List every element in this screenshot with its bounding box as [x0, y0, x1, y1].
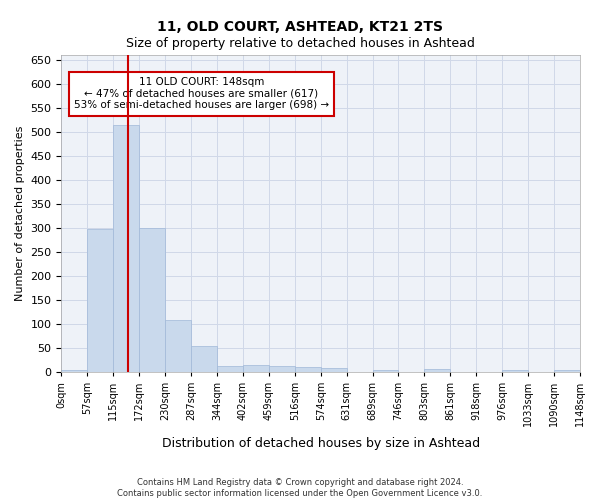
Bar: [424, 369, 451, 372]
Bar: [321, 368, 347, 372]
Bar: [165, 320, 191, 372]
Text: 11 OLD COURT: 148sqm
← 47% of detached houses are smaller (617)
53% of semi-deta: 11 OLD COURT: 148sqm ← 47% of detached h…: [74, 77, 329, 110]
Bar: [373, 370, 398, 372]
Bar: [554, 370, 580, 372]
Bar: [113, 124, 139, 372]
Text: Size of property relative to detached houses in Ashtead: Size of property relative to detached ho…: [125, 38, 475, 51]
Bar: [295, 368, 321, 372]
Text: Contains HM Land Registry data © Crown copyright and database right 2024.
Contai: Contains HM Land Registry data © Crown c…: [118, 478, 482, 498]
Text: 11, OLD COURT, ASHTEAD, KT21 2TS: 11, OLD COURT, ASHTEAD, KT21 2TS: [157, 20, 443, 34]
X-axis label: Distribution of detached houses by size in Ashtead: Distribution of detached houses by size …: [161, 437, 480, 450]
Bar: [217, 366, 243, 372]
Bar: [88, 228, 113, 372]
Bar: [269, 366, 295, 372]
Bar: [502, 370, 528, 372]
Bar: [243, 366, 269, 372]
Bar: [61, 370, 88, 372]
Title: 11, OLD COURT, ASHTEAD, KT21 2TS
Size of property relative to detached houses in: 11, OLD COURT, ASHTEAD, KT21 2TS Size of…: [0, 499, 1, 500]
Y-axis label: Number of detached properties: Number of detached properties: [15, 126, 25, 301]
Bar: [191, 346, 217, 372]
Bar: [139, 228, 165, 372]
